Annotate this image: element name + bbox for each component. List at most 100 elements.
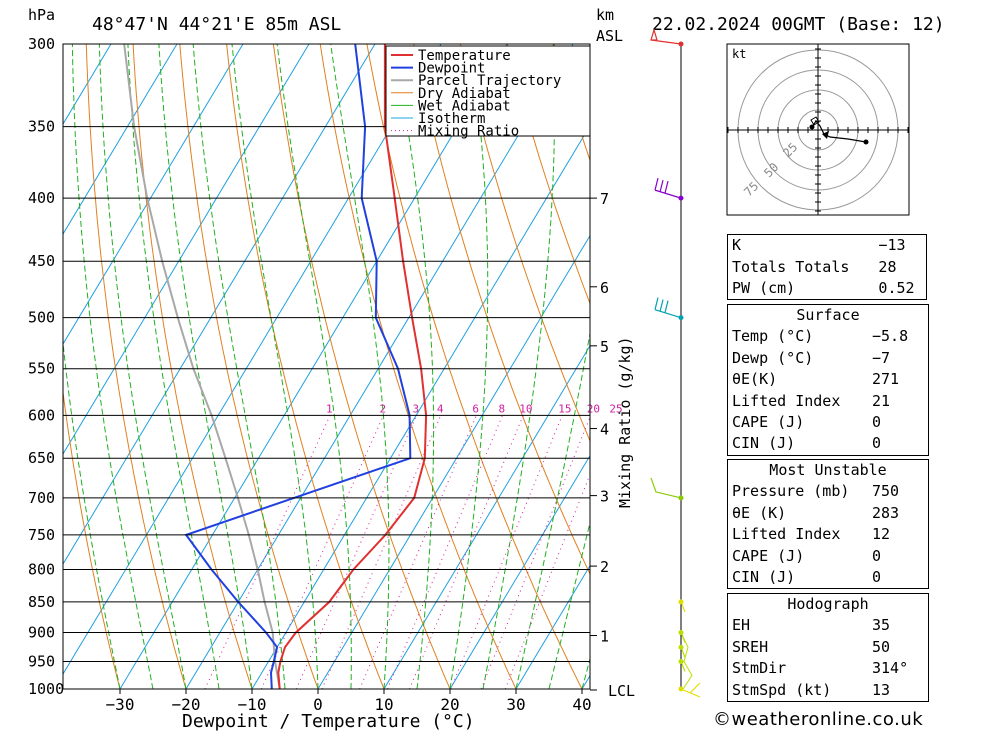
hodograph-point [809,124,815,130]
dry-adiabat-line [179,44,319,689]
legend-label: Dewpoint [418,61,485,77]
wind-barb [654,177,682,199]
height-tick-label: 6 [600,279,609,297]
legend-label: Temperature [418,48,511,64]
pw-label: PW (cm) [732,278,796,297]
pressure-tick-label: 400 [28,189,55,207]
km-label: km [596,6,614,24]
mixing-ratio-tick-label: 3 [413,402,420,415]
wind-barb [650,477,682,499]
x-tick-label: 40 [572,695,591,714]
isotherm-line [317,234,590,689]
hodograph-table-row: SREH 50 [728,637,928,658]
isotherm-line [251,124,590,689]
dry-adiabat-line [319,44,517,689]
mixing-ratio-axis-label: Mixing Ratio (g/kg) [616,336,634,508]
surface-row-value: 21 [872,391,891,410]
mixing-ratio-tick-label: 8 [498,402,505,415]
parcel-trajectory-line [123,44,281,689]
most-unstable-row: CAPE (J) 0 [728,546,928,567]
most-unstable-row: θE (K) 283 [728,503,928,524]
pressure-tick-label: 700 [28,489,55,507]
hodograph-title: Hodograph [787,595,869,613]
dry-adiabat-line [506,44,590,305]
surface-row-label: CIN (J) [732,434,796,453]
wet-adiabat-line [71,44,154,689]
hodograph-table-row: StmSpd (kt) 13 [728,680,928,701]
mixing-ratio-tick-label: 4 [437,402,444,415]
isotherm-line [63,44,442,675]
dry-adiabat-line [272,44,451,689]
surface-row: θE(K) 271 [728,369,928,390]
wet-adiabat-line [63,338,121,689]
hpa-label: hPa [28,6,55,24]
legend-label: Isotherm [418,111,485,127]
pressure-tick-label: 850 [28,593,55,611]
pressure-tick-label: 750 [28,526,55,544]
most-unstable-row-label: CIN (J) [732,567,796,586]
k-index-label: K [732,236,742,255]
hodograph-table-row-label: EH [732,616,751,635]
wet-adiabat-line [482,44,556,689]
x-tick-label: −10 [238,695,267,714]
indices-table: K −13 Totals Totals 28 PW (cm) 0.52 [727,234,927,301]
surface-row: Temp (°C) −5.8 [728,326,928,347]
mixing-ratio-tick-label: 1 [326,402,333,415]
wind-barb [680,661,686,672]
surface-row-value: 0 [872,412,882,431]
most-unstable-row-value: 0 [872,546,882,565]
k-index-value: −13 [878,236,906,255]
copyright-footer[interactable]: ©weatheronline.co.uk [713,709,924,730]
most-unstable-row: CIN (J) 0 [728,567,928,588]
most-unstable-row-label: θE (K) [732,503,787,522]
low-level-wind-trace [680,632,693,690]
pressure-tick-label: 600 [28,406,55,424]
mixing-ratio-line [204,415,331,689]
surface-row-label: Lifted Index [732,391,841,410]
dry-adiabat-line [63,388,121,689]
isotherm-line [515,564,590,689]
wind-barb [650,27,682,45]
height-tick-label: 5 [600,338,609,356]
dry-adiabat-line [413,44,590,576]
wet-adiabat-line [276,44,352,689]
surface-section: Surface Temp (°C) −5.8 Dewp (°C) −7 θE(K) 271… [727,304,929,456]
height-axis: 7 6 5 4 3 2 1 LCL [589,44,635,700]
isotherm-line [63,44,244,345]
most-unstable-row: Pressure (mb) 750 [728,481,928,502]
surface-row: CAPE (J) 0 [728,412,928,433]
hodograph-table-row-label: SREH [732,637,769,656]
pressure-tick-label: 950 [28,653,55,671]
mixing-ratio-line [321,415,442,689]
storm-motion-arrow [822,131,829,139]
hodograph-section: Hodograph EH 35 SREH 50 StmDir 314° StmSpd (kt… [727,593,929,702]
mixing-ratio-tick-label: 25 [609,402,622,415]
mixing-ratio-line [450,415,563,689]
wet-adiabat-line [192,44,286,689]
x-tick-label: 20 [440,695,459,714]
isotherm-line [185,44,574,689]
wet-adiabat-line [231,44,319,689]
most-unstable-section: Most Unstable Pressure (mb) 750 θE (K) 283 L… [727,459,929,590]
totals-totals-label: Totals Totals [732,257,850,276]
surface-row-value: 271 [872,370,900,389]
isotherm-line [449,454,590,689]
height-tick-label: LCL [608,682,635,700]
mixing-ratio-line [260,415,384,689]
wet-adiabat-line [394,44,435,689]
dry-adiabat-line [973,0,1000,689]
wet-adiabat-line [127,44,220,689]
legend-label: Dry Adiabat [418,86,511,102]
mixing-ratio-labels: 1 2 3 4 6 8 10 15 20 25 [326,402,623,415]
pressure-tick-label: 550 [28,360,55,378]
surface-row-value: −7 [872,348,891,367]
hodograph-table-row-label: StmDir [732,659,787,678]
hodograph-unit-label: kt [732,47,746,61]
mixing-ratio-tick-label: 2 [379,402,386,415]
wet-adiabat-line [330,44,390,689]
mixing-ratio-line [480,415,590,689]
dry-adiabat-line [928,0,1000,689]
mixing-ratio-tick-label: 10 [519,402,532,415]
